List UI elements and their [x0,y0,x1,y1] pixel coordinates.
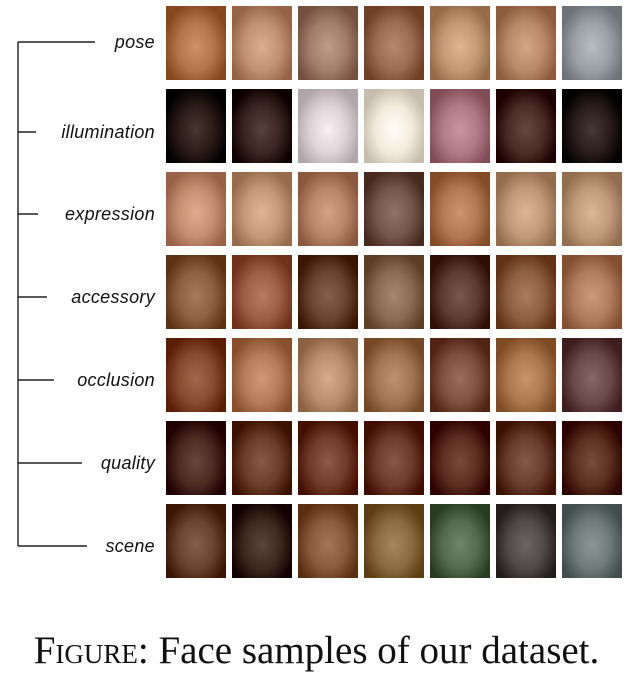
face-thumbnail-occlusion-3 [298,338,358,412]
face-thumbnail-quality-5 [430,421,490,495]
face-thumbnail-quality-6 [496,421,556,495]
face-thumbnail-pose-6 [496,6,556,80]
face-thumbnail-expression-1 [166,172,226,246]
face-thumbnail-occlusion-7 [562,338,622,412]
caption-prefix: Figure [33,629,138,672]
figure-caption: Figure: Face samples of our dataset. [0,628,633,673]
face-thumbnail-expression-2 [232,172,292,246]
face-sample-grid [166,6,628,586]
face-thumbnail-scene-1 [166,504,226,578]
face-thumbnail-accessory-5 [430,255,490,329]
face-thumbnail-accessory-2 [232,255,292,329]
face-thumbnail-quality-3 [298,421,358,495]
face-thumbnail-accessory-4 [364,255,424,329]
face-thumbnail-scene-5 [430,504,490,578]
label-illumination: illumination [61,122,155,142]
face-thumbnail-illumination-2 [232,89,292,163]
face-thumbnail-expression-6 [496,172,556,246]
face-thumbnail-quality-2 [232,421,292,495]
label-occlusion: occlusion [77,370,155,390]
face-thumbnail-expression-5 [430,172,490,246]
caption-text: : Face samples of our dataset. [137,629,600,672]
face-thumbnail-illumination-6 [496,89,556,163]
face-thumbnail-illumination-1 [166,89,226,163]
face-thumbnail-pose-3 [298,6,358,80]
face-thumbnail-pose-2 [232,6,292,80]
face-thumbnail-pose-7 [562,6,622,80]
face-thumbnail-scene-7 [562,504,622,578]
face-thumbnail-quality-4 [364,421,424,495]
face-thumbnail-accessory-3 [298,255,358,329]
face-thumbnail-illumination-7 [562,89,622,163]
face-thumbnail-accessory-7 [562,255,622,329]
face-thumbnail-pose-5 [430,6,490,80]
face-thumbnail-scene-6 [496,504,556,578]
face-thumbnail-quality-1 [166,421,226,495]
label-expression: expression [64,204,155,224]
face-thumbnail-expression-7 [562,172,622,246]
face-thumbnail-accessory-6 [496,255,556,329]
label-scene: scene [105,536,155,556]
face-thumbnail-expression-3 [298,172,358,246]
face-thumbnail-scene-2 [232,504,292,578]
face-thumbnail-scene-3 [298,504,358,578]
face-thumbnail-scene-4 [364,504,424,578]
face-thumbnail-illumination-4 [364,89,424,163]
label-accessory: accessory [71,287,155,307]
face-thumbnail-occlusion-5 [430,338,490,412]
face-thumbnail-illumination-5 [430,89,490,163]
face-thumbnail-expression-4 [364,172,424,246]
face-thumbnail-quality-7 [562,421,622,495]
face-thumbnail-occlusion-6 [496,338,556,412]
face-thumbnail-occlusion-2 [232,338,292,412]
face-thumbnail-occlusion-4 [364,338,424,412]
face-thumbnail-illumination-3 [298,89,358,163]
face-thumbnail-pose-4 [364,6,424,80]
label-quality: quality [100,453,155,473]
face-thumbnail-occlusion-1 [166,338,226,412]
label-pose: pose [114,32,155,52]
face-thumbnail-pose-1 [166,6,226,80]
face-thumbnail-accessory-1 [166,255,226,329]
